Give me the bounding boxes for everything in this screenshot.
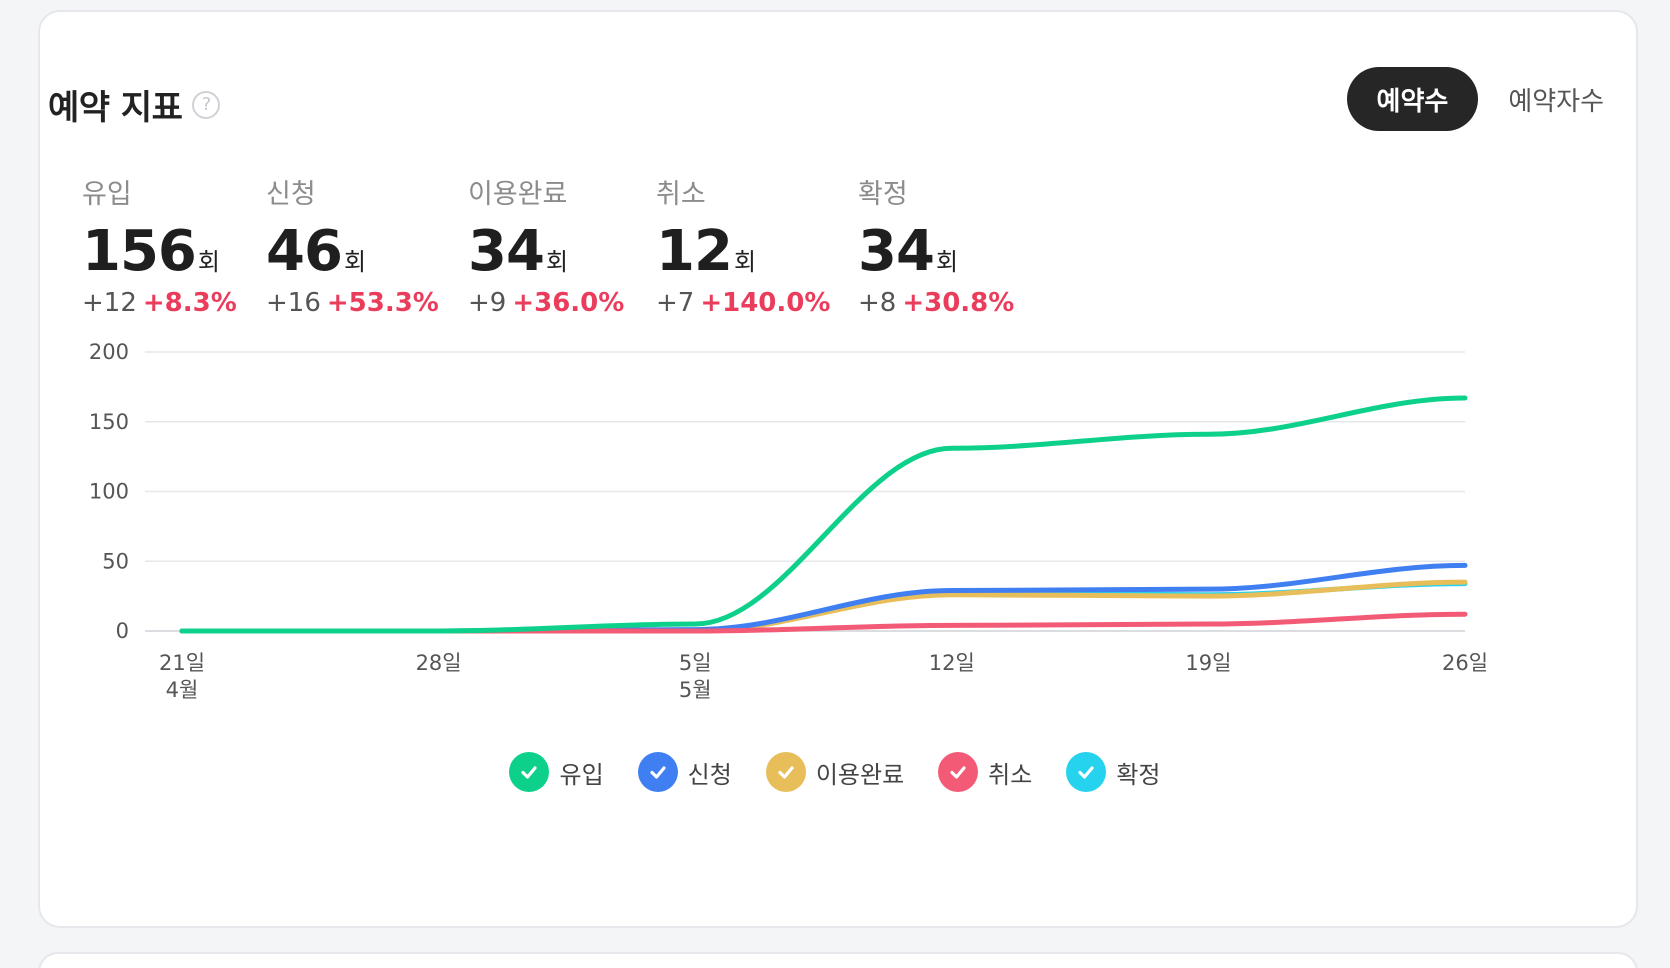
y-tick-label: 150 xyxy=(89,410,129,434)
y-tick-label: 200 xyxy=(89,340,129,364)
reservation-metrics-card xyxy=(38,10,1638,928)
checkmark-icon xyxy=(938,752,979,792)
y-tick-label: 50 xyxy=(102,549,129,573)
legend-item[interactable]: 신청 xyxy=(637,752,732,792)
legend-label: 확정 xyxy=(1116,760,1161,789)
stat-cancel: 취소 12 회 +7 +140.0% xyxy=(656,172,830,318)
metric-toggle: 예약수 예약자수 xyxy=(1346,67,1604,131)
checkmark-icon xyxy=(1066,752,1107,792)
stat-delta-abs: +7 xyxy=(656,288,695,318)
stat-value: 34 xyxy=(858,219,935,284)
help-icon[interactable]: ? xyxy=(192,90,221,119)
stat-value: 12 xyxy=(656,219,733,284)
stat-delta-pct: +140.0% xyxy=(700,288,831,318)
stat-label: 확정 xyxy=(858,179,908,210)
stat-delta-abs: +16 xyxy=(266,288,321,318)
legend-label: 신청 xyxy=(687,760,732,789)
stat-unit: 회 xyxy=(197,248,220,276)
x-tick-label: 5일 xyxy=(679,651,712,675)
stat-delta-abs: +12 xyxy=(82,288,137,318)
stat-label: 이용완료 xyxy=(468,179,568,210)
stat-value: 156 xyxy=(82,219,197,284)
chart-legend: 유입 신청 이용완료 취소 확정 xyxy=(0,752,1670,792)
stat-label: 취소 xyxy=(656,179,706,210)
x-tick-month-label: 5월 xyxy=(679,678,712,702)
legend-item[interactable]: 유입 xyxy=(509,752,604,792)
x-tick-label: 19일 xyxy=(1185,651,1231,675)
stat-unit: 회 xyxy=(935,248,959,276)
x-tick-label: 26일 xyxy=(1442,651,1488,675)
stat-delta-abs: +8 xyxy=(858,288,897,318)
series-line-1 xyxy=(179,395,1468,634)
stat-delta-pct: +30.8% xyxy=(902,288,1015,318)
stat-label: 유입 xyxy=(82,179,132,210)
x-tick-label: 12일 xyxy=(929,651,975,675)
stat-confirmed: 확정 34 회 +8 +30.8% xyxy=(858,172,1014,318)
legend-item[interactable]: 확정 xyxy=(1066,752,1161,792)
stat-delta-pct: +8.3% xyxy=(142,288,237,318)
checkmark-icon xyxy=(509,752,550,792)
page-title: 예약 지표 xyxy=(48,88,183,128)
x-tick-label: 28일 xyxy=(416,651,462,675)
legend-item[interactable]: 취소 xyxy=(938,752,1032,792)
stat-unit: 회 xyxy=(545,248,569,276)
stat-inflow: 유입 156 회 +12 +8.3% xyxy=(82,172,237,318)
legend-item[interactable]: 이용완료 xyxy=(765,752,905,792)
x-tick-month-label: 4월 xyxy=(166,678,199,702)
stat-completed: 이용완료 34 회 +9 +36.0% xyxy=(468,172,624,318)
toggle-reserver-count[interactable]: 예약자수 xyxy=(1508,86,1604,117)
x-tick-label: 21일 xyxy=(159,651,205,675)
stat-label: 신청 xyxy=(266,179,316,210)
legend-label: 이용완료 xyxy=(815,760,905,789)
stat-delta-pct: +53.3% xyxy=(326,288,439,318)
stat-delta-abs: +9 xyxy=(468,288,507,318)
stat-value: 46 xyxy=(266,219,343,284)
stat-delta-pct: +36.0% xyxy=(512,288,625,318)
y-tick-label: 0 xyxy=(116,619,129,643)
card-header: 예약 지표 ? xyxy=(48,80,221,129)
toggle-reservation-count[interactable]: 예약수 xyxy=(1346,67,1479,131)
stat-unit: 회 xyxy=(343,248,367,276)
stat-value: 34 xyxy=(468,219,545,284)
series-line-4 xyxy=(179,611,1468,634)
stat-unit: 회 xyxy=(733,248,757,276)
checkmark-icon xyxy=(637,752,678,792)
legend-label: 취소 xyxy=(988,760,1033,789)
legend-label: 유입 xyxy=(559,760,604,789)
y-tick-label: 100 xyxy=(89,480,129,504)
stat-request: 신청 46 회 +16 +53.3% xyxy=(266,172,439,318)
checkmark-icon xyxy=(765,752,806,792)
